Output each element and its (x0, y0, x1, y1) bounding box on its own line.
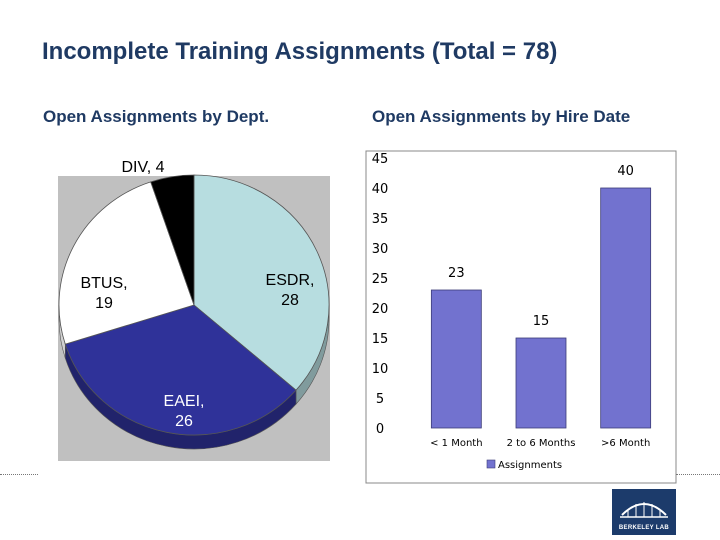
page-title: Incomplete Training Assignments (Total =… (42, 38, 558, 65)
bar-data-label: 15 (533, 314, 550, 329)
y-tick-label: 40 (372, 182, 389, 197)
x-category-label: < 1 Month (430, 438, 482, 449)
pie-slice-btus (58, 181, 195, 345)
y-tick-label: 0 (376, 422, 384, 437)
y-tick-label: 5 (376, 392, 384, 407)
x-category-label: 2 to 6 Months (507, 438, 576, 449)
pie-label-btus: BTUS, 19 (80, 275, 127, 312)
pie-chart-subtitle: Open Assignments by Dept. (43, 107, 270, 126)
y-tick-label: 30 (372, 242, 389, 257)
y-tick-label: 45 (372, 152, 389, 167)
pie-chart: ESDR, 28 EAEI, 26 BTUS, 19 DIV, 4 (58, 159, 330, 450)
y-tick-label: 25 (372, 272, 389, 287)
pie-slice-esdr (193, 174, 330, 391)
bar-3 (600, 187, 652, 429)
bar-2 (515, 337, 567, 429)
pie-slice-div (150, 174, 195, 306)
y-tick-label: 15 (372, 332, 389, 347)
footer-divider-right (676, 474, 720, 475)
y-tick-label: 10 (372, 362, 389, 377)
pie-label-esdr: ESDR, 28 (266, 272, 315, 309)
bar-1 (430, 289, 482, 429)
x-category-label: >6 Month (601, 438, 650, 449)
bar-chart-subtitle: Open Assignments by Hire Date (372, 107, 631, 126)
pie-label-eaei: EAEI, 26 (164, 393, 205, 430)
pie-slice-eaei (64, 304, 297, 436)
y-tick-label: 35 (372, 212, 389, 227)
bar-data-label: 23 (448, 266, 465, 281)
lab-building-icon (620, 502, 668, 518)
legend-label: Assignments (498, 460, 562, 471)
pie-label-div: DIV, 4 (122, 159, 165, 176)
logo-text: BERKELEY LAB (618, 525, 670, 531)
bar-data-label: 40 (617, 164, 634, 179)
footer-divider-left (0, 474, 38, 475)
berkeley-lab-logo: BERKELEY LAB (612, 489, 676, 535)
legend-swatch (486, 459, 496, 469)
bar-chart: 0 5 10 15 20 25 30 35 40 45 23 < 1 Month 15 2 to 6 Mo… (372, 152, 652, 471)
y-tick-label: 20 (372, 302, 389, 317)
